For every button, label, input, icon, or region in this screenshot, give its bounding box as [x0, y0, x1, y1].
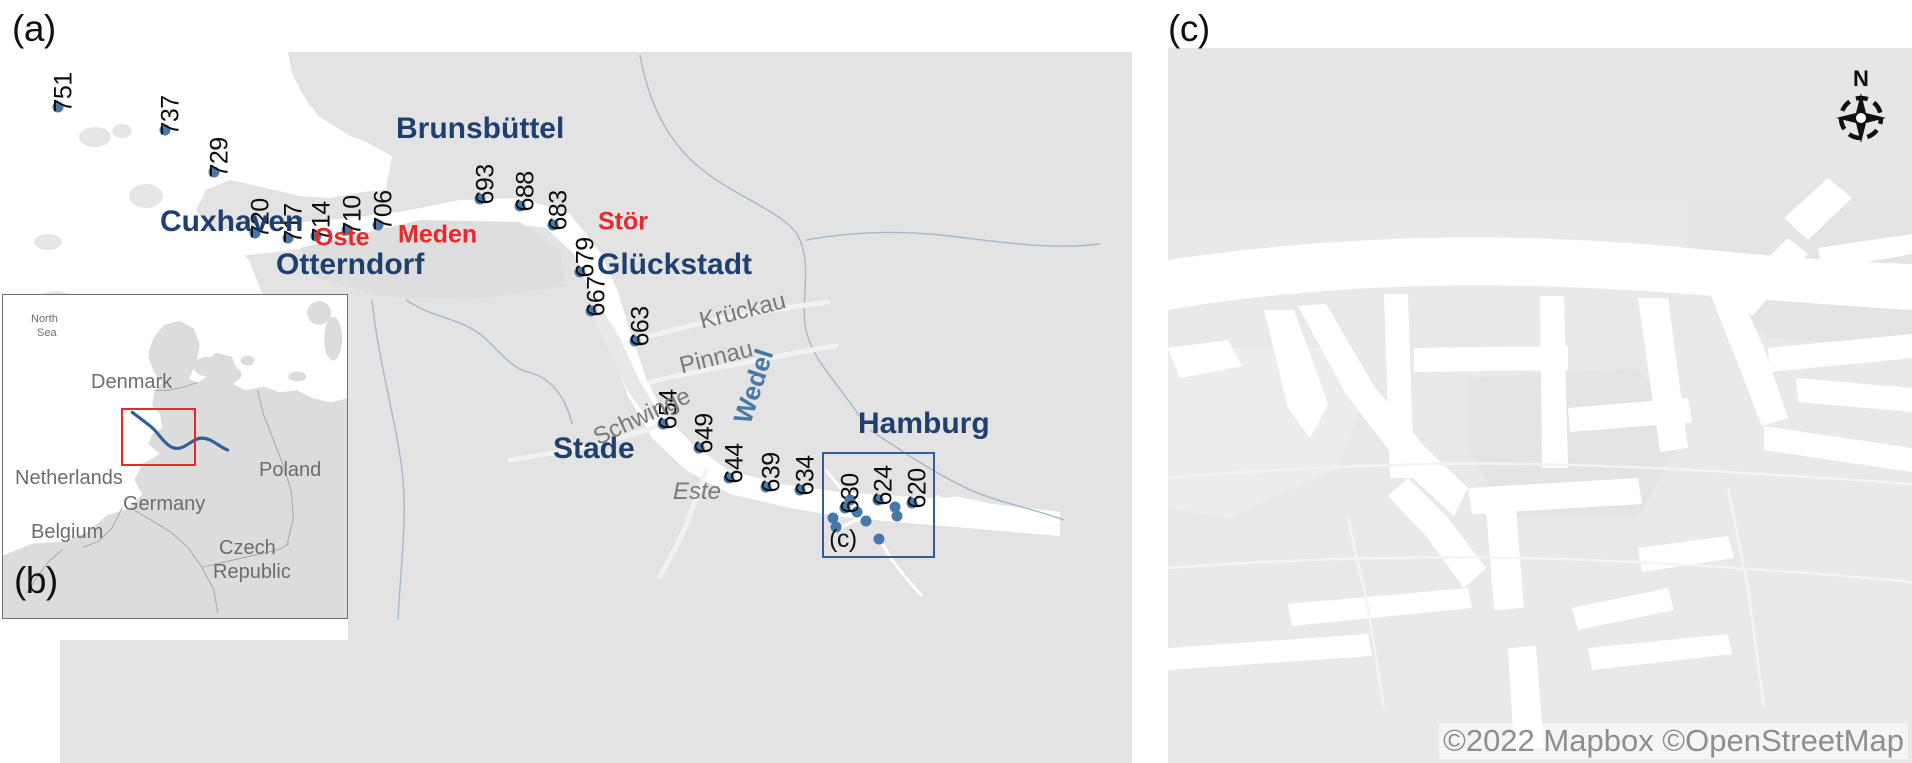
place-label-cuxhaven: Cuxhaven — [160, 205, 304, 238]
panel-c-basemap — [1168, 48, 1912, 763]
station-marker[interactable] — [547, 219, 559, 231]
station-marker[interactable] — [341, 224, 353, 236]
station-marker-unlabeled[interactable] — [844, 494, 856, 506]
place-label-hamburg: Hamburg — [858, 407, 990, 440]
inset-place-label: Poland — [259, 459, 322, 481]
place-label-otterndorf: Otterndorf — [276, 248, 425, 281]
station-marker-unlabeled[interactable] — [873, 533, 885, 545]
map-attribution: ©2022 Mapbox ©OpenStreetMap — [1438, 723, 1908, 759]
panel-c-hamburg-harbour-map[interactable]: N 629.9628.2628.0627.5626.8623.4624.3623… — [1168, 48, 1912, 763]
panel-c-detail-box[interactable] — [822, 452, 935, 558]
station-marker-unlabeled[interactable] — [830, 521, 842, 533]
station-marker[interactable] — [514, 200, 526, 212]
station-marker-unlabeled[interactable] — [891, 510, 903, 522]
station-marker[interactable] — [310, 230, 322, 242]
station-marker[interactable] — [52, 101, 64, 113]
station-label: 683 — [544, 190, 573, 231]
compass-north-label: N — [1853, 66, 1869, 91]
station-label: 688 — [511, 171, 540, 212]
station-marker[interactable] — [794, 484, 806, 496]
inset-place-label: Netherlands — [15, 467, 123, 489]
panel-b-tag: (b) — [14, 560, 58, 601]
panel-a-overview-map[interactable]: (a) Cuxhaven Brunsbüttel Otterndorf Glüc… — [0, 0, 1132, 763]
station-marker[interactable] — [574, 266, 586, 278]
panel-a-tag: (a) — [12, 8, 56, 49]
place-label-glueckstadt: Glückstadt — [597, 248, 753, 281]
station-marker[interactable] — [372, 219, 384, 231]
panel-a-basemap — [34, 52, 1132, 763]
station-label: 706 — [369, 190, 398, 231]
place-label-brunsbuettel: Brunsbüttel — [396, 112, 565, 145]
panel-b-basemap — [3, 295, 347, 618]
compass-rose-icon — [1836, 93, 1886, 143]
station-label: 667 — [582, 276, 611, 317]
station-label: 729 — [205, 137, 234, 178]
compass-rose: N — [1834, 68, 1888, 150]
station-marker[interactable] — [585, 305, 597, 317]
station-label: 649 — [690, 413, 719, 454]
station-label: 751 — [49, 72, 78, 113]
tributary-label-oste: Oste — [314, 223, 370, 252]
station-marker[interactable] — [839, 502, 851, 514]
station-marker[interactable] — [629, 335, 641, 347]
inset-place-label: Germany — [123, 493, 206, 515]
station-marker[interactable] — [723, 472, 735, 484]
place-label-stade: Stade — [553, 432, 635, 465]
station-marker-unlabeled[interactable] — [827, 512, 839, 524]
station-label: 693 — [471, 164, 500, 205]
tributary-label-stoer: Stör — [598, 207, 648, 236]
inset-place-label: Denmark — [91, 371, 173, 393]
tributary-label-meden: Meden — [398, 220, 478, 249]
area-of-interest-box — [121, 408, 196, 466]
station-label: 639 — [757, 452, 786, 493]
inset-place-label: Republic — [213, 561, 291, 583]
station-marker-unlabeled[interactable] — [860, 515, 872, 527]
panel-c-inner-tag: (c) — [829, 525, 857, 553]
station-marker[interactable] — [693, 442, 705, 454]
station-marker-unlabeled[interactable] — [851, 506, 863, 518]
panel-c-tag: (c) — [1168, 8, 1210, 49]
panel-b-locator-inset[interactable]: North Sea Denmark Netherlands Germany Belgium… — [2, 294, 348, 619]
station-marker[interactable] — [159, 124, 171, 136]
station-marker[interactable] — [249, 227, 261, 239]
station-label: 663 — [626, 306, 655, 347]
station-label: 634 — [791, 455, 820, 496]
station-marker[interactable] — [657, 418, 669, 430]
station-marker[interactable] — [760, 481, 772, 493]
station-label: 737 — [156, 95, 185, 136]
river-label-este: Este — [673, 478, 722, 505]
station-marker[interactable] — [872, 494, 884, 506]
inset-place-label: North — [31, 313, 58, 325]
station-marker[interactable] — [906, 497, 918, 509]
inset-place-label: Sea — [37, 327, 57, 339]
station-marker-unlabeled[interactable] — [889, 501, 901, 513]
inset-place-label: Czech — [219, 537, 276, 559]
station-marker[interactable] — [208, 166, 220, 178]
station-marker[interactable] — [282, 232, 294, 244]
station-marker[interactable] — [474, 193, 486, 205]
inset-place-label: Belgium — [31, 521, 104, 543]
station-label: 644 — [720, 443, 749, 484]
